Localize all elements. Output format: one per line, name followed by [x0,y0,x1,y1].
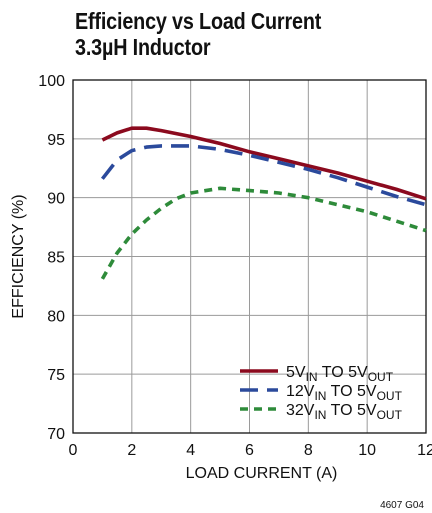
y-tick-label: 90 [47,191,65,208]
legend-subscript: OUT [377,408,403,422]
legend-text: 32V [286,402,315,419]
y-tick-label: 75 [47,367,65,384]
x-tick-label: 2 [127,442,136,459]
x-tick-label: 4 [186,442,195,459]
legend-text: TO 5V [326,402,376,419]
legend-subscript: IN [306,370,318,384]
y-tick-label: 100 [38,73,65,90]
x-axis-label: LOAD CURRENT (A) [186,465,338,482]
legend-subscript: OUT [368,370,394,384]
y-axis-label: EFFICIENCY (%) [10,194,27,318]
y-tick-label: 95 [47,132,65,149]
figure-code: 4607 G04 [380,500,424,511]
y-tick-label: 80 [47,308,65,325]
legend-subscript: IN [314,389,326,403]
chart-title: Efficiency vs Load Current 3.3µH Inducto… [75,8,321,60]
y-tick-label: 70 [47,426,65,443]
legend-text: 5V [286,364,306,381]
x-tick-label: 0 [69,442,78,459]
legend-entry: 12VIN TO 5VOUT [286,383,403,403]
y-tick-label: 85 [47,250,65,267]
plot-frame [72,79,427,434]
legend-subscript: IN [314,408,326,422]
legend-text: TO 5V [326,383,376,400]
legend-entry: 32VIN TO 5VOUT [286,402,403,422]
x-tick-label: 10 [358,442,376,459]
legend-text: 12V [286,383,315,400]
series-line [100,186,427,280]
chart-subtitle: 3.3µH Inductor [75,34,211,60]
series-line [100,144,427,207]
x-tick-label: 12 [417,442,432,459]
legend-text: TO 5V [318,364,368,381]
series-line [101,126,427,201]
x-tick-label: 8 [304,442,313,459]
legend-entry: 5VIN TO 5VOUT [286,364,394,384]
x-tick-label: 6 [245,442,254,459]
legend-subscript: OUT [377,389,403,403]
chart-title-line1: Efficiency vs Load Current [75,8,322,34]
